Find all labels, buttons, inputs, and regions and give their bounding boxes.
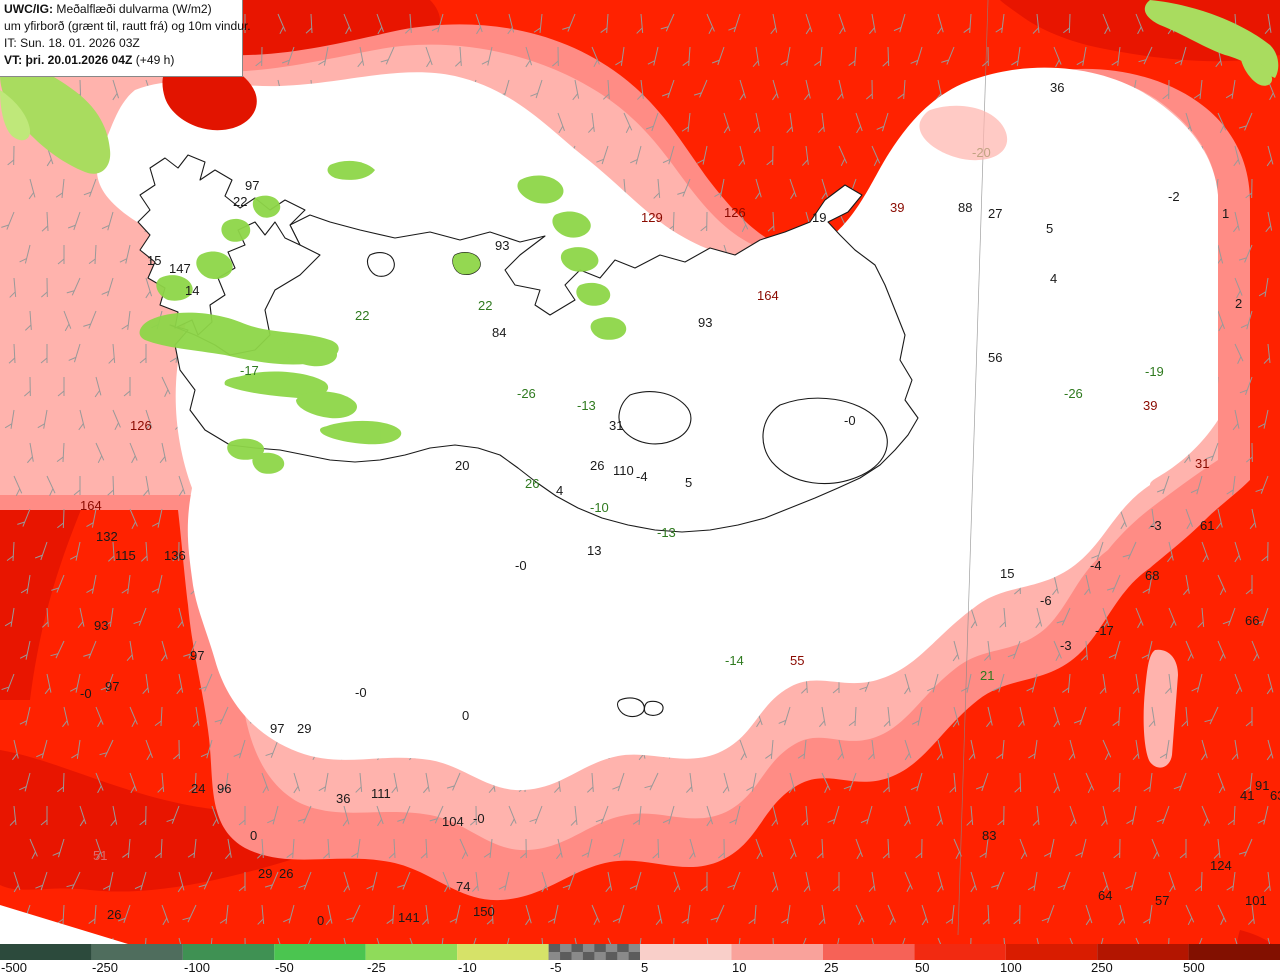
svg-text:126: 126 <box>724 205 746 220</box>
svg-text:83: 83 <box>982 828 996 843</box>
svg-text:164: 164 <box>757 288 779 303</box>
svg-text:5: 5 <box>685 475 692 490</box>
svg-text:115: 115 <box>115 548 136 563</box>
svg-text:61: 61 <box>1200 518 1214 533</box>
svg-text:-3: -3 <box>1060 638 1072 653</box>
svg-text:132: 132 <box>96 529 118 544</box>
svg-text:150: 150 <box>473 904 495 919</box>
svg-text:97: 97 <box>270 721 284 736</box>
svg-text:-13: -13 <box>657 525 676 540</box>
svg-text:64: 64 <box>1098 888 1112 903</box>
svg-text:-6: -6 <box>1040 593 1052 608</box>
svg-text:4: 4 <box>1050 271 1057 286</box>
svg-text:2: 2 <box>1235 296 1242 311</box>
svg-text:22: 22 <box>478 298 492 313</box>
svg-text:66: 66 <box>1245 613 1259 628</box>
svg-text:0: 0 <box>462 708 469 723</box>
svg-text:136: 136 <box>164 548 186 563</box>
svg-text:-0: -0 <box>515 558 527 573</box>
svg-text:124: 124 <box>1210 858 1232 873</box>
svg-text:-0: -0 <box>355 685 367 700</box>
svg-text:91: 91 <box>1255 778 1269 793</box>
svg-text:4: 4 <box>556 483 563 498</box>
svg-text:26: 26 <box>590 458 604 473</box>
svg-text:41: 41 <box>1240 788 1254 803</box>
svg-text:22: 22 <box>233 194 247 209</box>
svg-text:15: 15 <box>1000 566 1014 581</box>
svg-text:0: 0 <box>317 913 324 928</box>
svg-text:-10: -10 <box>590 500 609 515</box>
svg-text:22: 22 <box>355 308 369 323</box>
svg-text:31: 31 <box>1195 456 1209 471</box>
svg-text:104: 104 <box>442 814 464 829</box>
svg-text:93: 93 <box>94 618 108 633</box>
svg-text:26: 26 <box>107 907 121 922</box>
svg-text:-3: -3 <box>1150 518 1162 533</box>
svg-text:-26: -26 <box>517 386 536 401</box>
svg-text:-17: -17 <box>240 363 259 378</box>
svg-text:27: 27 <box>988 206 1002 221</box>
svg-text:36: 36 <box>1050 80 1064 95</box>
svg-text:-0: -0 <box>844 413 856 428</box>
svg-text:96: 96 <box>217 781 231 796</box>
svg-text:31: 31 <box>609 418 623 433</box>
svg-text:39: 39 <box>1143 398 1157 413</box>
svg-text:88: 88 <box>958 200 972 215</box>
svg-text:15: 15 <box>147 253 161 268</box>
svg-text:39: 39 <box>890 200 904 215</box>
svg-text:-4: -4 <box>636 469 648 484</box>
svg-text:55: 55 <box>790 653 804 668</box>
svg-text:74: 74 <box>456 879 470 894</box>
svg-text:-19: -19 <box>1145 364 1164 379</box>
svg-text:26: 26 <box>279 866 293 881</box>
svg-text:-14: -14 <box>725 653 744 668</box>
svg-text:93: 93 <box>495 238 509 253</box>
svg-text:97: 97 <box>245 178 259 193</box>
svg-text:0: 0 <box>250 828 257 843</box>
svg-text:111: 111 <box>371 786 391 801</box>
svg-text:29: 29 <box>297 721 311 736</box>
svg-text:93: 93 <box>698 315 712 330</box>
svg-text:-0: -0 <box>80 686 92 701</box>
svg-text:-4: -4 <box>1090 558 1102 573</box>
svg-text:14: 14 <box>185 283 199 298</box>
svg-text:126: 126 <box>130 418 152 433</box>
svg-text:63: 63 <box>1270 788 1280 803</box>
svg-text:-17: -17 <box>1095 623 1114 638</box>
svg-text:36: 36 <box>336 791 350 806</box>
svg-text:13: 13 <box>587 543 601 558</box>
svg-text:-2: -2 <box>1168 189 1180 204</box>
svg-text:141: 141 <box>398 910 420 925</box>
svg-text:29: 29 <box>258 866 272 881</box>
svg-text:26: 26 <box>525 476 539 491</box>
svg-text:164: 164 <box>80 498 102 513</box>
svg-text:84: 84 <box>492 325 506 340</box>
svg-text:68: 68 <box>1145 568 1159 583</box>
svg-text:-26: -26 <box>1064 386 1083 401</box>
svg-text:5: 5 <box>1046 221 1053 236</box>
svg-text:51: 51 <box>93 848 107 863</box>
svg-text:129: 129 <box>641 210 663 225</box>
svg-text:57: 57 <box>1155 893 1169 908</box>
svg-text:110: 110 <box>613 463 634 478</box>
svg-text:97: 97 <box>105 679 119 694</box>
svg-text:1: 1 <box>1222 206 1229 221</box>
svg-text:19: 19 <box>812 210 826 225</box>
svg-text:56: 56 <box>988 350 1002 365</box>
svg-text:147: 147 <box>169 261 191 276</box>
svg-text:-0: -0 <box>473 811 485 826</box>
svg-text:-13: -13 <box>577 398 596 413</box>
svg-text:97: 97 <box>190 648 204 663</box>
svg-text:20: 20 <box>455 458 469 473</box>
svg-text:24: 24 <box>191 781 205 796</box>
svg-text:101: 101 <box>1245 893 1267 908</box>
svg-text:21: 21 <box>980 668 994 683</box>
